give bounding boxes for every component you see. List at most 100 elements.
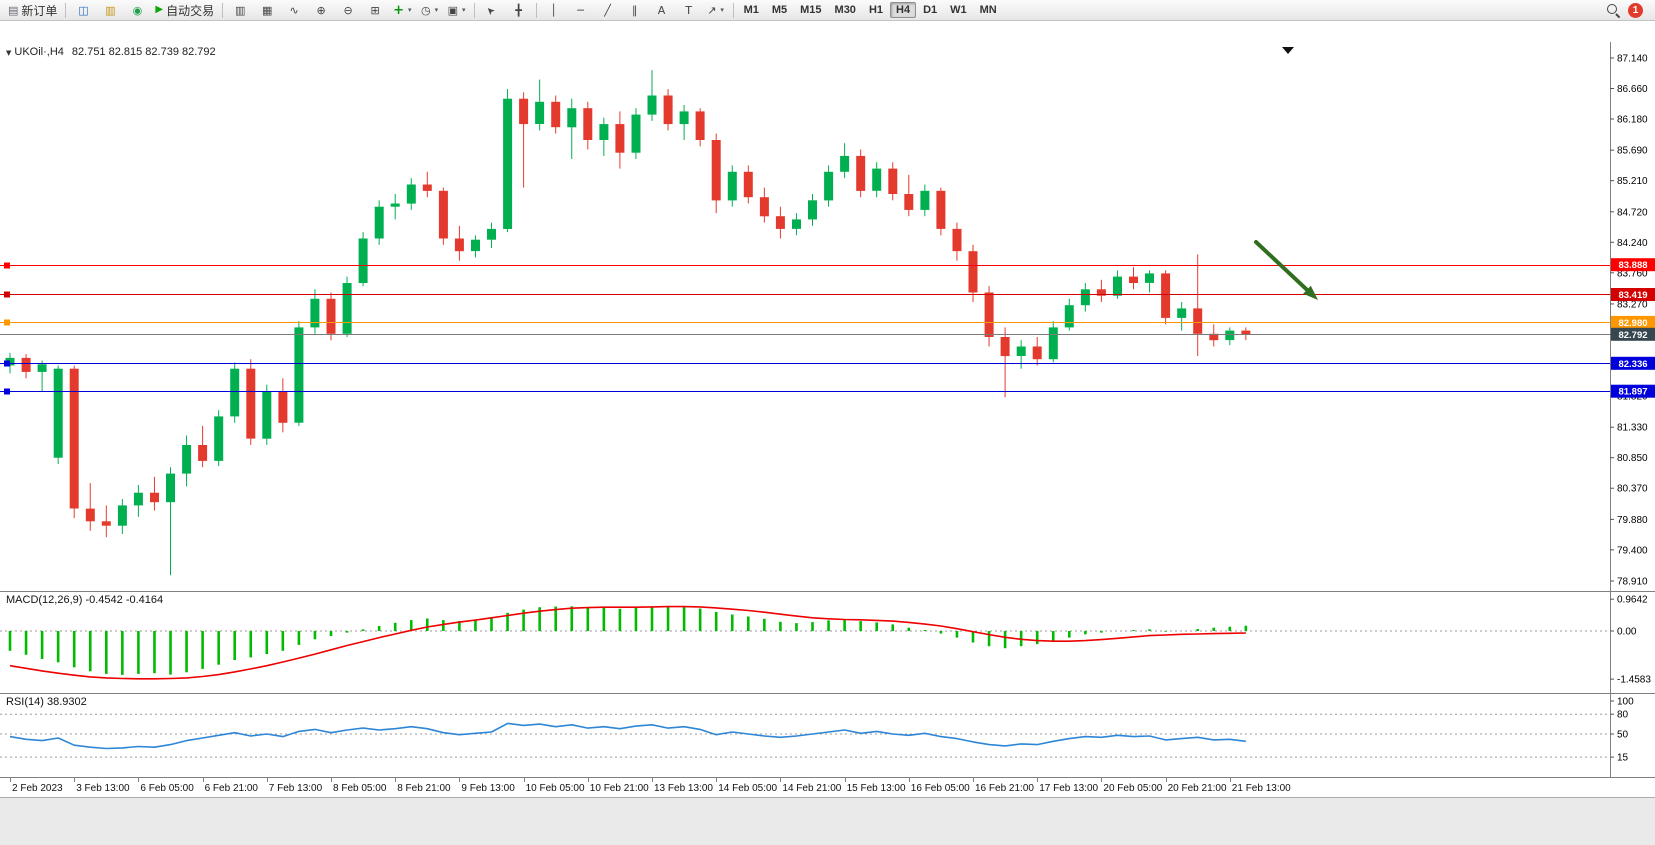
mt4-window: ▤ 新订单 ◫ ▥ ◉ ▶ 自动交易 ▥ ▦ ∿ ⊕ ⊖ (0, 0, 1655, 824)
price-axis-label: 83.270 (1617, 299, 1648, 310)
add-indicator-icon: + (393, 2, 405, 18)
timeframe-mn-button[interactable]: MN (979, 4, 997, 16)
toolbar-right-group: 1 (1604, 1, 1643, 19)
new-order-button[interactable]: ▤ 新订单 (4, 0, 61, 20)
time-axis-label: 6 Feb 05:00 (140, 783, 194, 794)
line-chart-icon: ∿ (289, 3, 299, 17)
main-chart-canvas[interactable]: 87.140 86.660 86.180 85.690 85.210 84.720 84.2… (0, 42, 1655, 591)
arrows-tool-button[interactable]: ↗ ▾ (703, 0, 729, 20)
candlestick-mode-button[interactable]: ▦ (254, 0, 280, 20)
periods-button[interactable]: ◷ ▾ (417, 0, 443, 20)
tile-windows-icon: ⊞ (370, 3, 380, 17)
zoom-in-button[interactable]: ⊕ (308, 0, 334, 20)
label-tool-button[interactable]: T (676, 0, 702, 20)
price-level-tag-label: 82.980 (1618, 318, 1647, 329)
time-axis-label: 21 Feb 13:00 (1231, 783, 1291, 794)
price-axis-label: 80.370 (1617, 484, 1648, 495)
price-level-tag-label: 82.336 (1618, 359, 1647, 370)
autotrade-play-icon: ▶ (155, 4, 164, 15)
trend-arrow-annotation (1254, 240, 1318, 300)
data-window-button[interactable]: ◉ (124, 0, 150, 20)
time-axis-label: 13 Feb 13:00 (654, 783, 713, 794)
zoom-out-button[interactable]: ⊖ (335, 0, 361, 20)
price-axis-label: 79.880 (1617, 515, 1648, 526)
timeframe-w1-button[interactable]: W1 (950, 4, 967, 16)
bar-chart-mode-button[interactable]: ▥ (227, 0, 253, 20)
autotrade-label: 自动交易 (166, 3, 215, 18)
crosshair-tool-button[interactable]: ╋ (506, 0, 532, 20)
price-axis-label: 86.660 (1617, 84, 1648, 95)
text-tool-button[interactable]: A (649, 0, 675, 20)
candlestick-chart-icon: ▦ (261, 3, 273, 17)
macd-scale-label: 0.00 (1617, 627, 1637, 638)
line-chart-mode-button[interactable]: ∿ (281, 0, 307, 20)
price-axis-label: 81.330 (1617, 423, 1648, 434)
one-click-trading-icon[interactable]: ▼ (6, 49, 12, 57)
clock-icon: ◷ (421, 3, 431, 17)
notification-badge[interactable]: 1 (1628, 2, 1643, 18)
autotrade-button[interactable]: ▶ 自动交易 (151, 0, 218, 20)
profiles-button[interactable]: ▥ (97, 0, 123, 20)
time-axis-tick (908, 778, 910, 782)
time-axis-tick (844, 778, 846, 782)
indicators-button[interactable]: + ▾ (389, 0, 415, 20)
horizontal-level-lines[interactable] (0, 262, 1610, 395)
chart-symbol: UKOil·,H4 (14, 46, 64, 58)
price-level-tag-label: 81.897 (1618, 387, 1647, 398)
new-order-icon: ▤ (8, 3, 19, 17)
chart-window[interactable]: ▼ UKOil·,H4 82.751 82.815 82.739 82.792 87… (0, 21, 1655, 845)
toolbar-separator (473, 2, 475, 18)
rsi-scale-label: 80 (1617, 710, 1629, 721)
timeframe-h1-button[interactable]: H1 (868, 4, 883, 16)
time-axis-tick (1165, 778, 1167, 782)
candlestick-series (5, 70, 1251, 576)
price-level-tag-label: 82.792 (1618, 330, 1647, 341)
time-axis-tick (1229, 778, 1231, 782)
time-axis-label: 10 Feb 21:00 (589, 783, 649, 794)
timeframe-h4-button[interactable]: H4 (890, 2, 917, 18)
timeframe-m30-button[interactable]: M30 (834, 4, 856, 16)
time-axis-tick (587, 778, 589, 782)
price-level-tag-label: 83.419 (1618, 290, 1647, 301)
time-axis-label: 17 Feb 13:00 (1039, 783, 1099, 794)
macd-label: MACD(12,26,9) -0.4542 -0.4164 (6, 594, 164, 606)
time-axis-tick (716, 778, 718, 782)
chart-title: ▼ UKOil·,H4 82.751 82.815 82.739 82.792 (6, 46, 216, 58)
templates-button[interactable]: ▣ ▾ (444, 0, 470, 20)
zoom-in-icon: ⊕ (316, 3, 326, 17)
time-axis-tick (395, 778, 397, 782)
rsi-scale-label: 15 (1617, 753, 1629, 764)
timeframe-d1-button[interactable]: D1 (923, 4, 938, 16)
horizontal-line-tool-button[interactable]: ─ (568, 0, 594, 20)
rsi-panel-canvas[interactable]: 100 80 50 15 (0, 693, 1655, 777)
time-axis-tick (1101, 778, 1103, 782)
macd-signal-line (9, 605, 1246, 680)
macd-scale-label: 0.9642 (1617, 595, 1648, 606)
macd-scale-label: -1.4583 (1617, 675, 1651, 686)
new-chart-button[interactable]: ◫ (70, 0, 96, 20)
price-level-tag (1611, 288, 1655, 301)
channel-tool-button[interactable]: ∥ (622, 0, 648, 20)
chevron-down-icon: ▾ (434, 6, 439, 14)
price-axis-label: 86.180 (1617, 115, 1648, 126)
timeframe-m15-button[interactable]: M15 (800, 4, 822, 16)
bar-chart-icon: ▥ (234, 3, 246, 17)
time-axis-tick (459, 778, 461, 782)
price-axis-label: 84.720 (1617, 207, 1648, 218)
time-axis-tick (523, 778, 525, 782)
tile-windows-button[interactable]: ⊞ (362, 0, 388, 20)
crosshair-icon: ╋ (515, 3, 522, 17)
cursor-tool-button[interactable]: ➤ (479, 0, 505, 20)
price-axis-label: 78.910 (1617, 577, 1648, 588)
vertical-line-tool-button[interactable]: │ (541, 0, 567, 20)
timeframe-m5-button[interactable]: M5 (771, 4, 788, 16)
trendline-tool-button[interactable]: ╱ (595, 0, 621, 20)
time-axis-label: 7 Feb 13:00 (268, 783, 323, 794)
price-level-tag (1611, 356, 1655, 370)
search-icon[interactable] (1604, 1, 1622, 19)
macd-panel-canvas[interactable]: 0.9642 0.00 -1.4583 (0, 591, 1655, 693)
time-axis-tick (266, 778, 268, 782)
toolbar: ▤ 新订单 ◫ ▥ ◉ ▶ 自动交易 ▥ ▦ ∿ ⊕ ⊖ (0, 0, 1655, 21)
timeframe-m1-button[interactable]: M1 (743, 4, 759, 16)
price-axis-label: 85.210 (1617, 176, 1648, 187)
